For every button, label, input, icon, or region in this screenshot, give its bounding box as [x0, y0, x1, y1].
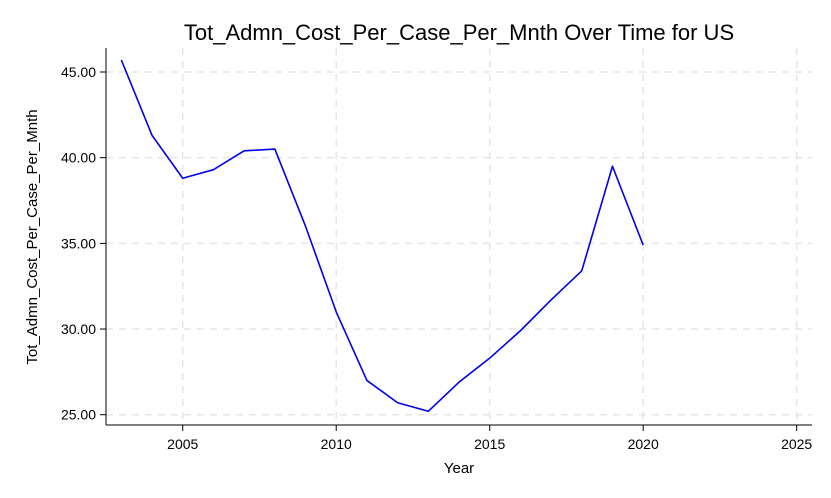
y-tick-label-40.00: 40.00 [61, 150, 96, 166]
x-tick-label-2010: 2010 [321, 436, 352, 452]
y-axis-title: Tot_Admn_Cost_Per_Case_Per_Mnth [24, 109, 41, 364]
y-tick-label-30.00: 30.00 [61, 321, 96, 337]
chart-title: Tot_Admn_Cost_Per_Case_Per_Mnth Over Tim… [184, 20, 734, 45]
series-line-0 [120, 59, 644, 413]
series-layer [120, 59, 644, 413]
x-tick-label-2020: 2020 [628, 436, 659, 452]
x-tick-label-2025: 2025 [781, 436, 812, 452]
y-tick-label-35.00: 35.00 [61, 235, 96, 251]
x-axis-title: Year [444, 460, 474, 477]
axes [100, 48, 812, 431]
tick-labels: 2005 2010 2015 2020 2025 25.00 30.00 35.00 40.00… [61, 64, 812, 452]
x-tick-label-2005: 2005 [167, 436, 198, 452]
gridlines [106, 48, 812, 425]
y-tick-label-45.00: 45.00 [61, 64, 96, 80]
x-tick-label-2015: 2015 [474, 436, 505, 452]
y-tick-label-25.00: 25.00 [61, 407, 96, 423]
